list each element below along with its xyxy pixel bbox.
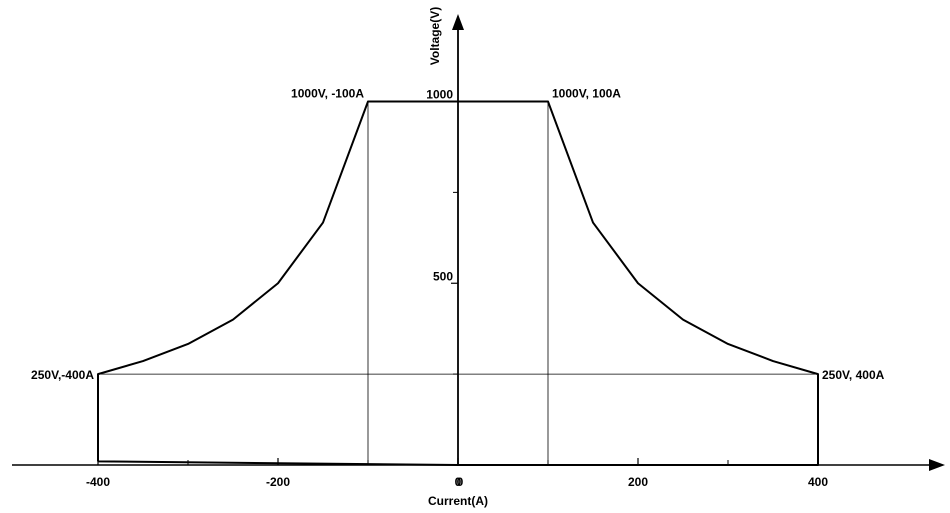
annotation-label: 1000V, 100A	[552, 87, 621, 101]
annotation-label: 250V, 400A	[822, 368, 885, 382]
y-tick-label: 500	[433, 269, 453, 283]
series-0-line	[97, 100, 819, 466]
x-tick-label: 400	[808, 475, 828, 489]
y-tick-label: 1000	[426, 88, 453, 102]
x-axis-arrow	[929, 459, 945, 471]
x-tick-label: 0	[455, 475, 462, 489]
x-tick-label: 200	[628, 475, 648, 489]
x-axis-title: Current(A)	[428, 494, 488, 508]
annotation-label: 1000V, -100A	[291, 87, 364, 101]
y-axis-arrow	[452, 14, 464, 30]
x-tick-label: -200	[266, 475, 290, 489]
annotation-label: 250V,-400A	[31, 368, 94, 382]
y-axis-title: Voltage(V)	[428, 7, 442, 65]
x-tick-label: -400	[86, 475, 110, 489]
x-tick-label-origin: 0	[457, 475, 464, 489]
